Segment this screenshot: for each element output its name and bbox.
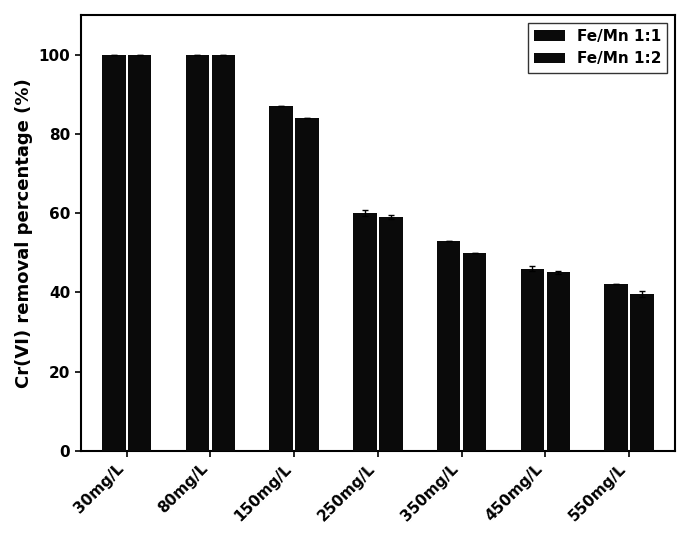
Bar [437, 241, 460, 451]
Bar [270, 106, 293, 451]
Bar [128, 54, 151, 451]
Bar [604, 285, 628, 451]
Bar [186, 54, 209, 451]
Bar [630, 294, 653, 451]
Bar [520, 268, 544, 451]
Bar [353, 213, 377, 451]
Bar [212, 54, 235, 451]
Legend: Fe/Mn 1:1, Fe/Mn 1:2: Fe/Mn 1:1, Fe/Mn 1:2 [528, 23, 667, 73]
Bar [295, 118, 319, 451]
Bar [379, 217, 402, 451]
Y-axis label: Cr(VI) removal percentage (%): Cr(VI) removal percentage (%) [15, 78, 33, 388]
Bar [463, 253, 486, 451]
Bar [102, 54, 126, 451]
Bar [546, 273, 570, 451]
